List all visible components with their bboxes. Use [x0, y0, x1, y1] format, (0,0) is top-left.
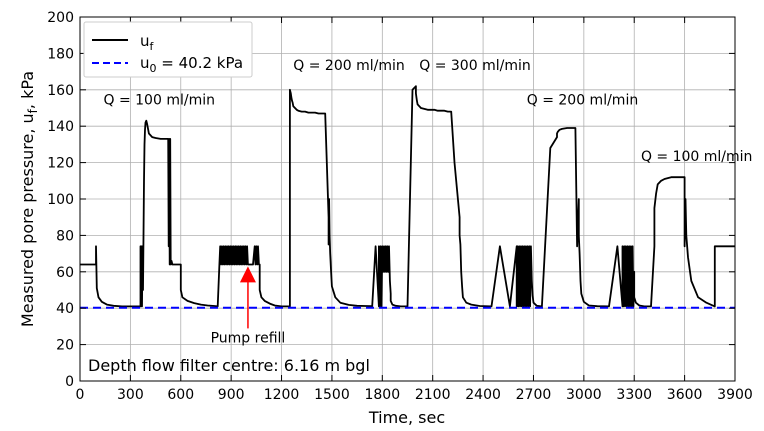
x-tick-label: 2700 [516, 387, 552, 403]
x-tick-label: 3600 [667, 387, 703, 403]
y-tick-label: 140 [47, 119, 74, 135]
y-tick-label: 100 [47, 192, 74, 208]
x-tick-label: 1500 [314, 387, 350, 403]
flow-rate-label: Q = 200 ml/min [293, 58, 404, 74]
flow-rate-label: Q = 200 ml/min [527, 92, 638, 108]
y-axis-title: Measured pore pressure, uf, kPa [18, 71, 40, 327]
flow-rate-label: Q = 100 ml/min [641, 149, 752, 165]
x-tick-label: 3300 [616, 387, 652, 403]
series-line-uf [80, 85, 735, 308]
x-tick-label: 3000 [566, 387, 602, 403]
y-tick-label: 180 [47, 46, 74, 62]
x-tick-label: 2400 [465, 387, 501, 403]
x-tick-label: 600 [167, 387, 194, 403]
flow-rate-label: Q = 300 ml/min [419, 58, 530, 74]
y-tick-label: 60 [56, 265, 74, 281]
x-tick-label: 900 [218, 387, 245, 403]
y-tick-label: 160 [47, 83, 74, 99]
x-tick-label: 0 [76, 387, 85, 403]
y-tick-label: 0 [65, 374, 74, 390]
x-tick-label: 300 [117, 387, 144, 403]
x-tick-label: 2100 [415, 387, 451, 403]
x-axis-title: Time, sec [368, 408, 445, 427]
legend-label-u0: u0 = 40.2 kPa [140, 54, 243, 75]
legend-label-uf: uf [140, 32, 155, 53]
series-layer [80, 85, 735, 309]
depth-footnote: Depth flow filter centre: 6.16 m bgl [88, 356, 370, 375]
y-tick-label: 120 [47, 156, 74, 172]
flow-rate-label: Q = 100 ml/min [104, 92, 215, 108]
ticks: 0 300 600 900 1200 1500 1800 2100 2400 2700 3000 33… [47, 10, 753, 403]
pump-refill-label: Pump refill [211, 330, 286, 346]
y-tick-label: 40 [56, 301, 74, 317]
plot-frame [79, 16, 736, 382]
annotations: Q = 100 ml/min Q = 200 ml/min Q = 300 ml/m… [104, 58, 753, 347]
x-tick-label: 1200 [264, 387, 300, 403]
pump-refill-arrow-head [239, 266, 256, 283]
y-tick-label: 20 [56, 338, 74, 354]
y-tick-label: 80 [56, 228, 74, 244]
x-tick-label: 3900 [717, 387, 753, 403]
x-tick-label: 1800 [364, 387, 400, 403]
y-tick-label: 200 [47, 10, 74, 26]
legend: uf u0 = 40.2 kPa [83, 21, 253, 78]
